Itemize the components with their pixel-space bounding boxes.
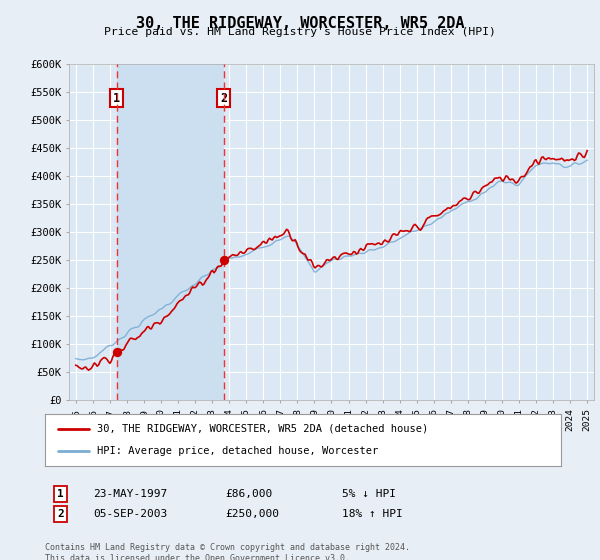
Text: 2: 2 <box>220 91 227 105</box>
Text: £250,000: £250,000 <box>225 509 279 519</box>
Text: 05-SEP-2003: 05-SEP-2003 <box>93 509 167 519</box>
Text: 5% ↓ HPI: 5% ↓ HPI <box>342 489 396 499</box>
Text: 18% ↑ HPI: 18% ↑ HPI <box>342 509 403 519</box>
Bar <box>116 64 224 400</box>
Text: 23-MAY-1997: 23-MAY-1997 <box>93 489 167 499</box>
Text: HPI: Average price, detached house, Worcester: HPI: Average price, detached house, Worc… <box>97 446 378 456</box>
Text: Contains HM Land Registry data © Crown copyright and database right 2024.
This d: Contains HM Land Registry data © Crown c… <box>45 543 410 560</box>
Text: 30, THE RIDGEWAY, WORCESTER, WR5 2DA: 30, THE RIDGEWAY, WORCESTER, WR5 2DA <box>136 16 464 31</box>
Text: 1: 1 <box>57 489 64 499</box>
Point <box>112 348 121 357</box>
Text: Price paid vs. HM Land Registry's House Price Index (HPI): Price paid vs. HM Land Registry's House … <box>104 27 496 37</box>
Text: 1: 1 <box>113 91 120 105</box>
Text: 30, THE RIDGEWAY, WORCESTER, WR5 2DA (detached house): 30, THE RIDGEWAY, WORCESTER, WR5 2DA (de… <box>97 424 428 434</box>
Text: £86,000: £86,000 <box>225 489 272 499</box>
Text: 2: 2 <box>57 509 64 519</box>
Point <box>219 256 229 265</box>
